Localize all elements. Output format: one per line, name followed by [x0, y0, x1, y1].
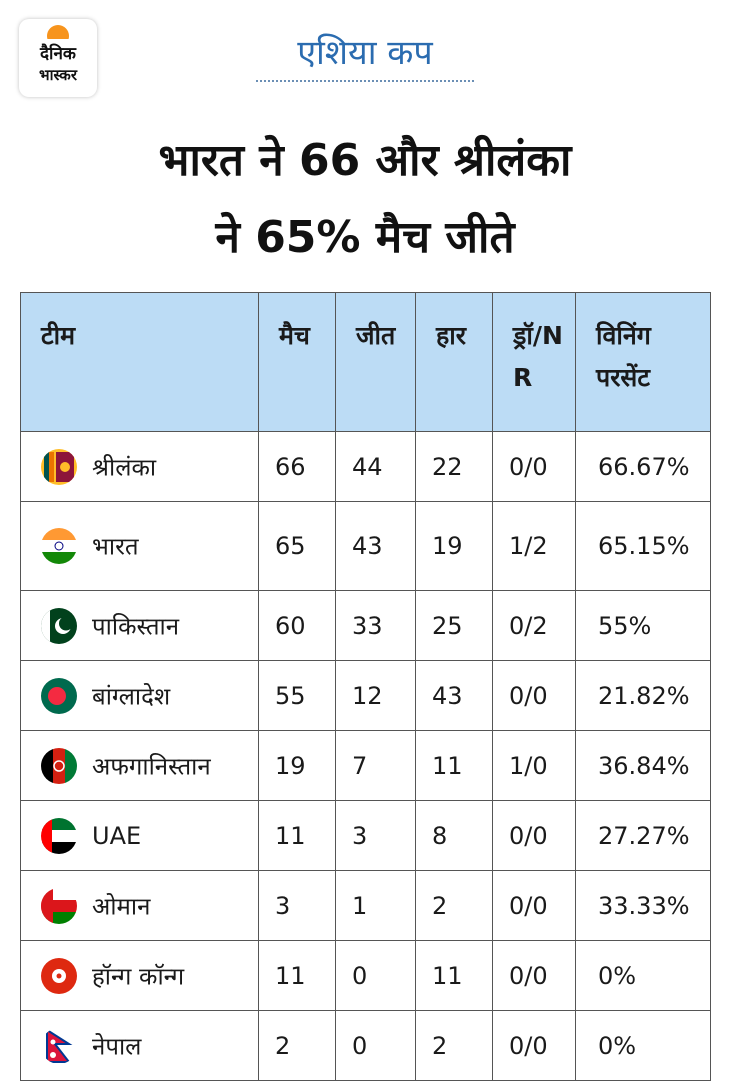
- team-name: UAE: [92, 821, 142, 850]
- dainik-bhaskar-logo: दैनिक भास्कर: [19, 19, 97, 97]
- matches-cell: 11: [258, 940, 336, 1011]
- tag-underline: [256, 80, 474, 82]
- matches-cell: 55: [258, 660, 336, 731]
- section-tag: एशिया कप: [297, 33, 433, 73]
- header-team: टीम: [20, 292, 259, 432]
- won-cell: 3: [335, 800, 416, 871]
- win-pct-cell: 27.27%: [575, 800, 711, 871]
- team-cell: श्रीलंका: [20, 431, 259, 502]
- team-name: पाकिस्तान: [92, 612, 180, 640]
- lost-cell: 25: [415, 590, 493, 661]
- lost-cell: 19: [415, 501, 493, 591]
- matches-cell: 2: [258, 1010, 336, 1081]
- draw-nr-cell: 0/0: [492, 431, 576, 502]
- table-row: श्रीलंका 66 44 22 0/0 66.67%: [20, 431, 711, 502]
- lost-cell: 43: [415, 660, 493, 731]
- lost-cell: 11: [415, 940, 493, 1011]
- table-row: भारत 65 43 19 1/2 65.15%: [20, 501, 711, 591]
- header-win-pct: विनिंग परसेंट: [575, 292, 711, 432]
- draw-nr-cell: 0/2: [492, 590, 576, 661]
- won-cell: 7: [335, 730, 416, 801]
- draw-nr-cell: 0/0: [492, 940, 576, 1011]
- team-cell: हॉन्ग कॉन्ग: [20, 940, 259, 1011]
- team-name: ओमान: [92, 892, 151, 920]
- table-header-row: टीम मैच जीत हार ड्रॉ/NR विनिंग परसेंट: [20, 292, 711, 432]
- matches-cell: 66: [258, 431, 336, 502]
- draw-nr-cell: 0/0: [492, 1010, 576, 1081]
- team-cell: UAE: [20, 800, 259, 871]
- table-row: नेपाल 2 0 2 0/0 0%: [20, 1010, 711, 1081]
- table-row: UAE 11 3 8 0/0 27.27%: [20, 800, 711, 871]
- won-cell: 1: [335, 870, 416, 941]
- team-name: हॉन्ग कॉन्ग: [92, 962, 185, 990]
- headline-line2: ने 65% मैच जीते: [215, 212, 515, 263]
- team-cell: ओमान: [20, 870, 259, 941]
- asia-cup-stats-table: टीम मैच जीत हार ड्रॉ/NR विनिंग परसेंट श्…: [20, 292, 711, 1081]
- lost-cell: 11: [415, 730, 493, 801]
- matches-cell: 3: [258, 870, 336, 941]
- headline-line1: भारत ने 66 और श्रीलंका: [158, 135, 572, 186]
- draw-nr-cell: 0/0: [492, 660, 576, 731]
- table-row: हॉन्ग कॉन्ग 11 0 11 0/0 0%: [20, 940, 711, 1011]
- won-cell: 33: [335, 590, 416, 661]
- win-pct-cell: 55%: [575, 590, 711, 661]
- table-row: ओमान 3 1 2 0/0 33.33%: [20, 870, 711, 941]
- win-pct-cell: 36.84%: [575, 730, 711, 801]
- won-cell: 44: [335, 431, 416, 502]
- win-pct-cell: 33.33%: [575, 870, 711, 941]
- afghanistan-flag-icon: [41, 747, 77, 784]
- table-row: पाकिस्तान 60 33 25 0/2 55%: [20, 590, 711, 661]
- header-won: जीत: [335, 292, 416, 432]
- team-name: भारत: [92, 532, 139, 561]
- matches-cell: 11: [258, 800, 336, 871]
- matches-cell: 60: [258, 590, 336, 661]
- lost-cell: 8: [415, 800, 493, 871]
- team-cell: अफगानिस्तान: [20, 730, 259, 801]
- won-cell: 12: [335, 660, 416, 731]
- lost-cell: 2: [415, 870, 493, 941]
- team-cell: बांग्लादेश: [20, 660, 259, 731]
- sri-lanka-flag-icon: [41, 448, 77, 485]
- nepal-flag-icon: [41, 1027, 77, 1064]
- header-lost: हार: [415, 292, 493, 432]
- header-draw-nr: ड्रॉ/NR: [492, 292, 576, 432]
- bangladesh-flag-icon: [41, 677, 77, 714]
- team-cell: भारत: [20, 501, 259, 591]
- won-cell: 0: [335, 1010, 416, 1081]
- team-name: श्रीलंका: [92, 453, 157, 481]
- team-name: नेपाल: [92, 1032, 142, 1060]
- win-pct-cell: 21.82%: [575, 660, 711, 731]
- team-cell: पाकिस्तान: [20, 590, 259, 661]
- team-name: बांग्लादेश: [92, 682, 171, 710]
- hong-kong-flag-icon: [41, 957, 77, 994]
- win-pct-cell: 66.67%: [575, 431, 711, 502]
- pakistan-flag-icon: [41, 607, 77, 644]
- matches-cell: 65: [258, 501, 336, 591]
- team-name: अफगानिस्तान: [92, 752, 211, 780]
- team-cell: नेपाल: [20, 1010, 259, 1081]
- won-cell: 0: [335, 940, 416, 1011]
- logo-text-line1: दैनिक: [40, 44, 76, 64]
- table-row: अफगानिस्तान 19 7 11 1/0 36.84%: [20, 730, 711, 801]
- lost-cell: 22: [415, 431, 493, 502]
- won-cell: 43: [335, 501, 416, 591]
- draw-nr-cell: 1/2: [492, 501, 576, 591]
- draw-nr-cell: 0/0: [492, 870, 576, 941]
- draw-nr-cell: 1/0: [492, 730, 576, 801]
- draw-nr-cell: 0/0: [492, 800, 576, 871]
- header-matches: मैच: [258, 292, 336, 432]
- matches-cell: 19: [258, 730, 336, 801]
- lost-cell: 2: [415, 1010, 493, 1081]
- sun-icon: [47, 25, 69, 39]
- uae-flag-icon: [41, 817, 77, 854]
- table-row: बांग्लादेश 55 12 43 0/0 21.82%: [20, 660, 711, 731]
- logo-text-line2: भास्कर: [39, 66, 77, 84]
- win-pct-cell: 0%: [575, 1010, 711, 1081]
- india-flag-icon: [41, 528, 77, 564]
- win-pct-cell: 65.15%: [575, 501, 711, 591]
- oman-flag-icon: [41, 887, 77, 924]
- win-pct-cell: 0%: [575, 940, 711, 1011]
